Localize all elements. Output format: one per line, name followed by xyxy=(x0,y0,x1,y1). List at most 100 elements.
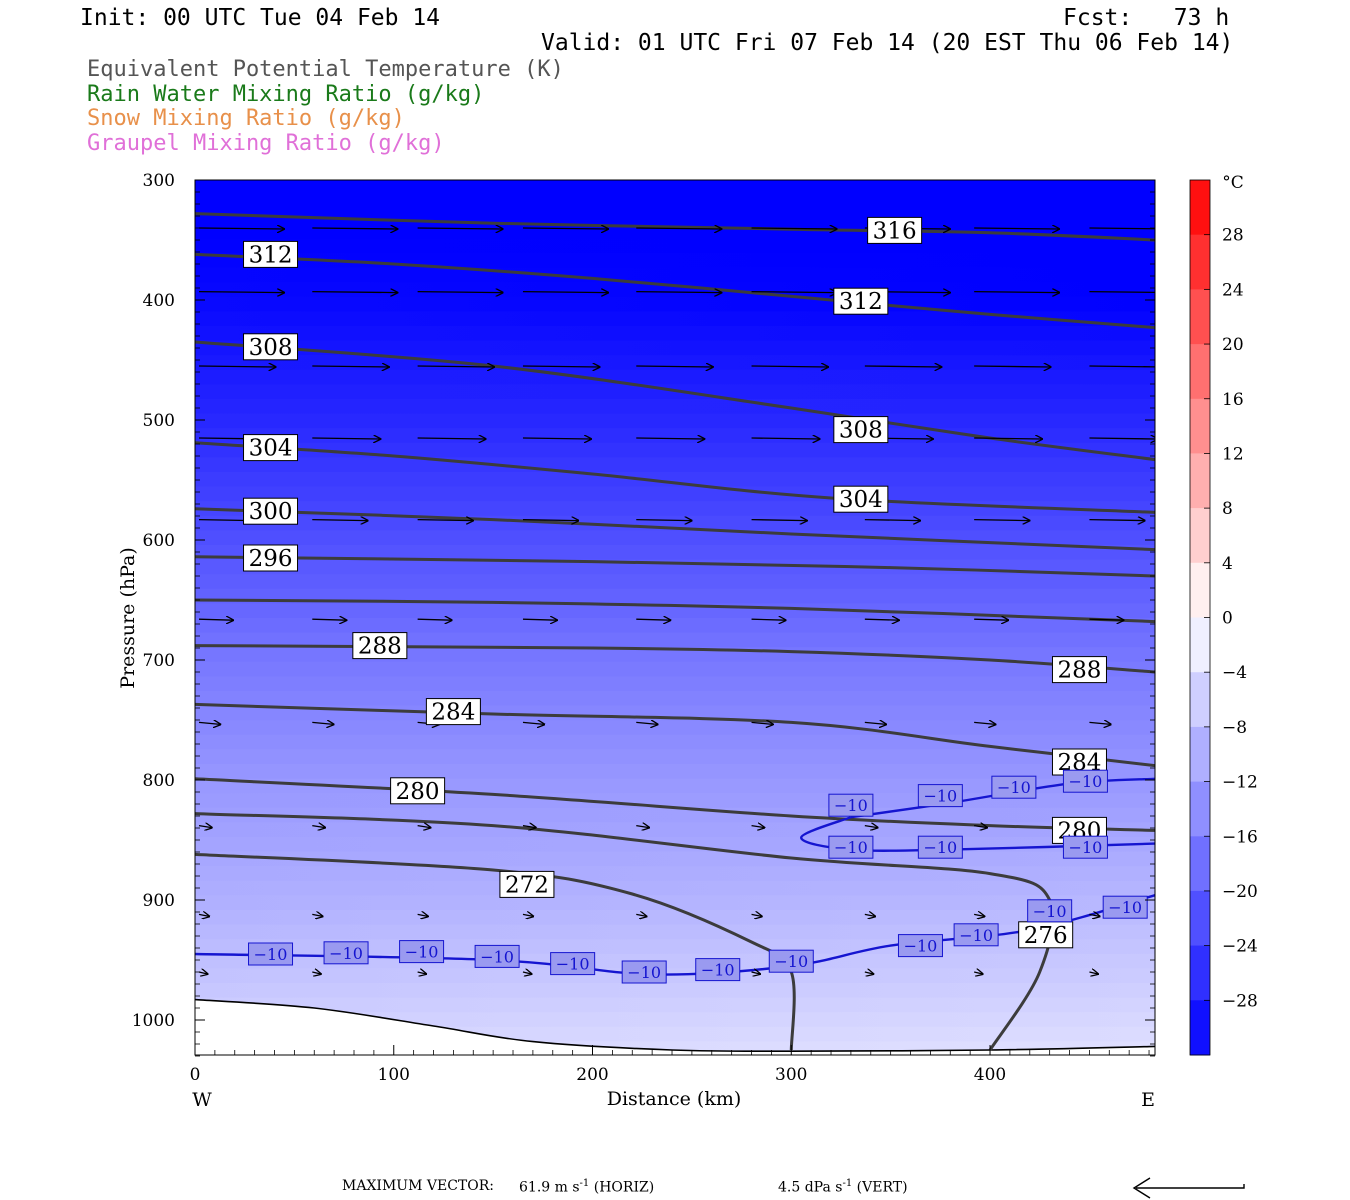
field-snow: Snow Mixing Ratio (g/kg) xyxy=(87,106,405,131)
x-tick-label: 300 xyxy=(775,1065,807,1085)
isotherm-label-box xyxy=(695,958,741,982)
shading-band xyxy=(195,866,1155,882)
shading-band xyxy=(195,676,1155,692)
wind-vector xyxy=(312,366,389,367)
isotherm-label-box xyxy=(917,784,963,808)
colorbar-swatch xyxy=(1190,1000,1210,1056)
isotherm-label-box xyxy=(323,941,369,965)
isotherm-label: −10 xyxy=(1102,895,1148,919)
isotherm-label: −10 xyxy=(917,784,963,808)
shading-band xyxy=(195,311,1155,327)
isotherm-label-text: −10 xyxy=(254,945,288,964)
isotherm-label-text: −10 xyxy=(959,926,993,945)
footer: MAXIMUM VECTOR: 61.9 m s-1 (HORIZ) 4.5 d… xyxy=(0,1172,1350,1200)
wind-vector xyxy=(417,438,486,439)
shading-band xyxy=(195,691,1155,707)
contour-label: 276 xyxy=(1018,921,1074,949)
wind-vector xyxy=(522,520,578,521)
horiz-tag: (HORIZ) xyxy=(593,1179,655,1196)
wind-vector xyxy=(751,972,761,974)
wind-vector xyxy=(312,972,321,974)
isotherm-label-text: −10 xyxy=(1033,902,1067,921)
wind-vector xyxy=(751,438,820,439)
contour-label-text: 284 xyxy=(431,700,475,726)
colorbar-swatch xyxy=(1190,398,1210,454)
contour-label-text: 316 xyxy=(873,218,917,244)
isotherm-label-box xyxy=(1027,899,1073,923)
y-tick-label: 300 xyxy=(143,171,175,191)
contour-label: 284 xyxy=(425,698,481,726)
theta-e-contour-316 xyxy=(195,212,1155,242)
wind-vector xyxy=(1089,438,1155,439)
shading-band xyxy=(195,355,1155,371)
colorbar-tick-label: 24 xyxy=(1222,280,1244,300)
contour-label: 280 xyxy=(390,777,446,805)
wind-vector xyxy=(198,292,284,293)
wind-vector xyxy=(198,619,233,620)
colorbar-tick-label: 0 xyxy=(1222,609,1233,629)
contour-label: 312 xyxy=(833,287,889,315)
terrain-line xyxy=(195,998,1155,1053)
theta-e-contour-296 xyxy=(195,555,1155,578)
temperature-shading xyxy=(195,180,1155,1055)
colorbar-swatch xyxy=(1190,344,1210,400)
x-tick-label: 400 xyxy=(974,1065,1006,1085)
shading-band xyxy=(195,574,1155,590)
terrain-fill xyxy=(195,999,1155,1055)
isotherm-label-box xyxy=(1062,835,1108,859)
wind-vector xyxy=(636,366,713,367)
isotherm-label: −10 xyxy=(897,934,943,958)
contour-label: 288 xyxy=(352,632,408,660)
wind-vector xyxy=(974,722,995,724)
shading-band xyxy=(195,603,1155,619)
wind-vector xyxy=(1089,290,1155,294)
contour-label-box xyxy=(499,870,555,898)
shading-band xyxy=(195,267,1155,283)
colorbar-tick-label: −4 xyxy=(1222,663,1247,683)
wind-vector xyxy=(636,520,691,521)
colorbar-swatch xyxy=(1190,289,1210,345)
isotherm-label: −10 xyxy=(1062,835,1108,859)
isotherm-label: −10 xyxy=(953,923,999,947)
shading-band xyxy=(195,618,1155,634)
contour-label: 308 xyxy=(833,416,889,444)
colorbar-swatch xyxy=(1190,945,1210,1001)
horiz-value: 61.9 m s xyxy=(519,1179,580,1196)
contour-label-text: 308 xyxy=(839,418,883,444)
y-tick-label: 500 xyxy=(143,411,175,431)
isotherm-label-text: −10 xyxy=(1069,838,1103,857)
isotherm-label-box xyxy=(897,934,943,958)
axes: 300 400 500 600 700 800 900 1000 0 100 200 300 400 xyxy=(132,171,1155,1085)
wind-vector xyxy=(312,914,322,916)
wind-vector xyxy=(751,826,765,828)
contour-label-box xyxy=(243,240,299,268)
wind-vector xyxy=(751,520,807,521)
max-vector-label: MAXIMUM VECTOR: xyxy=(342,1178,494,1194)
isotherm-label: −10 xyxy=(991,775,1037,799)
field-rain-water: Rain Water Mixing Ratio (g/kg) xyxy=(87,82,485,107)
isotherm-label: −10 xyxy=(248,942,294,966)
colorbar-tick-label: 4 xyxy=(1222,554,1233,574)
shading-band xyxy=(195,545,1155,561)
contour-label-box xyxy=(390,777,446,805)
wind-vector xyxy=(751,292,837,293)
isotherm-label-text: −10 xyxy=(480,947,514,966)
wind-vector xyxy=(974,520,1029,521)
forecast-hour: Fcst: 73 h xyxy=(1063,5,1230,31)
isotherm-label-text: −10 xyxy=(923,787,957,806)
isotherm-label-text: −10 xyxy=(834,838,868,857)
isotherm-label-text: −10 xyxy=(329,944,363,963)
x-tick-label: 200 xyxy=(576,1065,608,1085)
wind-vector xyxy=(312,619,346,620)
contour-label-box xyxy=(867,216,923,244)
shading-band xyxy=(195,253,1155,269)
isotherm-label: −10 xyxy=(768,949,814,973)
horiz-exponent: -1 xyxy=(579,1178,590,1189)
colorbar-unit: °C xyxy=(1222,173,1244,193)
colorbar-swatch xyxy=(1190,781,1210,837)
x-tick-label: 0 xyxy=(190,1065,201,1085)
contour-label-box xyxy=(243,497,299,525)
shading-band xyxy=(195,442,1155,458)
contour-label: 296 xyxy=(243,544,299,572)
contour-label-text: 276 xyxy=(1024,923,1068,949)
